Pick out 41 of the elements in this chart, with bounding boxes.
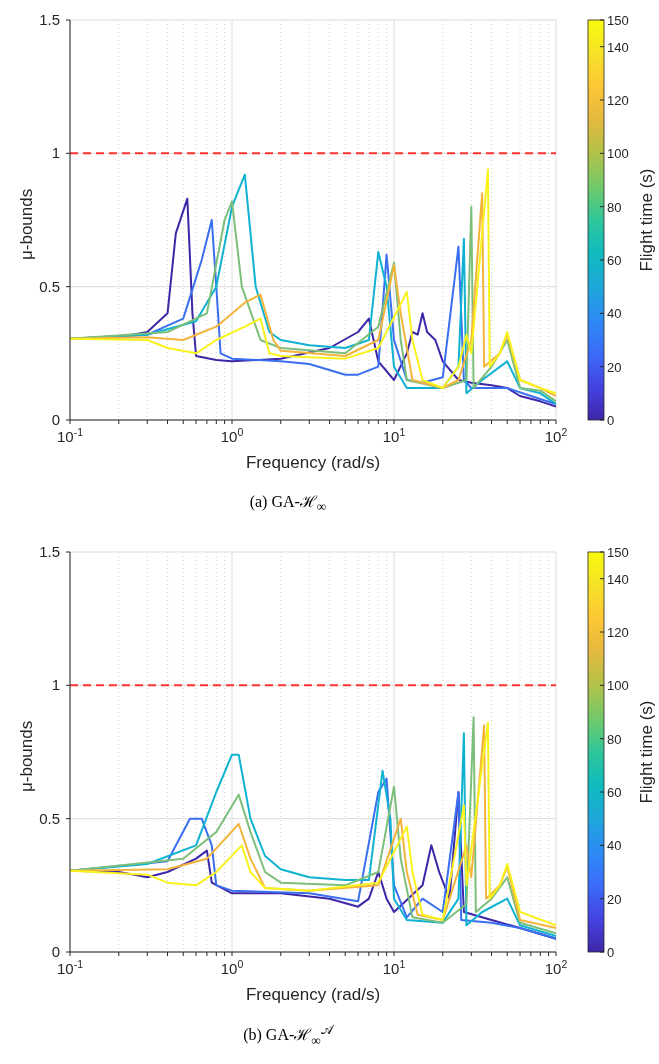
- y-tick-label: 0.5: [39, 809, 60, 827]
- y-tick-label: 0: [51, 943, 60, 960]
- x-tick-label: 10$^{-1}$: [56, 426, 84, 445]
- color-bar-label: 100: [607, 146, 629, 162]
- y-axis-title: μ-bounds: [17, 720, 37, 792]
- color-bar-label: 150: [607, 545, 629, 560]
- y-tick-label: 0.5: [39, 277, 60, 295]
- color-bar-label: 120: [607, 625, 629, 640]
- x-tick-label: 10$^{2}$: [544, 958, 568, 977]
- color-bar-label: 80: [607, 199, 622, 215]
- color-bar-label: 140: [607, 39, 629, 55]
- x-tick-label: 10$^{1}$: [382, 426, 406, 445]
- color-bar-label: 60: [607, 253, 622, 268]
- x-axis-title: Frequency (rad/s): [245, 985, 381, 1004]
- text: (a) GA-ℋ$_{∞}$: [248, 492, 328, 516]
- color-bar-title: Flight time (s): [637, 700, 656, 804]
- y-tick-label: 1: [51, 144, 60, 162]
- color-bar-label: 120: [607, 93, 629, 108]
- color-bar-label: 20: [607, 891, 622, 907]
- color-bar-label: 40: [607, 838, 622, 854]
- y-tick-label: 1: [51, 676, 60, 694]
- x-tick-label: 10$^{2}$: [544, 426, 568, 445]
- x-tick-label: 10$^{-1}$: [56, 958, 84, 977]
- y-tick-label: 0: [51, 411, 60, 428]
- color-bar-label: 80: [607, 731, 622, 747]
- color-bar-title: Flight time (s): [637, 168, 656, 272]
- color-bar-label: 0: [607, 413, 615, 428]
- y-axis-title: μ-bounds: [17, 188, 37, 260]
- x-tick-label: 10$^{0}$: [220, 426, 244, 445]
- color-bar-label: 140: [607, 571, 629, 587]
- y-tick-label: 1.5: [39, 543, 60, 560]
- color-bar-label: 100: [607, 678, 629, 694]
- color-bar-label: 0: [607, 945, 615, 960]
- x-tick-label: 10$^{0}$: [220, 958, 244, 977]
- color-bar-label: 20: [607, 359, 622, 375]
- x-tick-label: 10$^{1}$: [382, 958, 406, 977]
- color-bar-label: 60: [607, 785, 622, 800]
- color-bar-label: 150: [607, 13, 629, 28]
- y-tick-label: 1.5: [39, 11, 60, 28]
- color-bar-label: 40: [607, 306, 622, 322]
- x-axis-title: Frequency (rad/s): [245, 453, 381, 472]
